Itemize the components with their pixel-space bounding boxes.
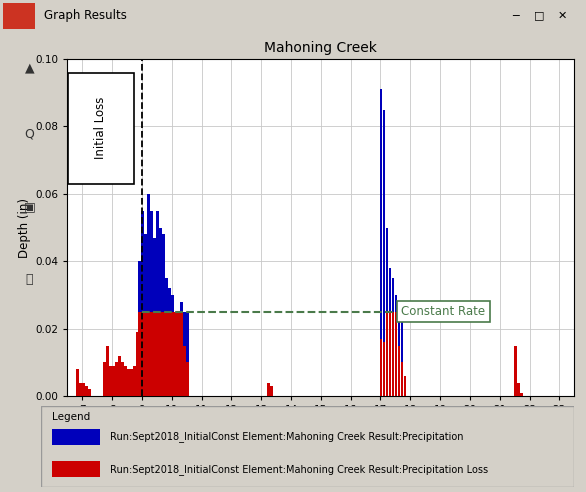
Bar	[383, 342, 386, 396]
Bar	[83, 383, 85, 396]
Text: Graph Results: Graph Results	[44, 9, 127, 22]
Bar	[127, 369, 130, 396]
Text: Run:Sept2018_InitialConst Element:Mahoning Creek Result:Precipitation Loss: Run:Sept2018_InitialConst Element:Mahoni…	[110, 464, 489, 475]
Bar	[389, 268, 391, 396]
Bar	[404, 376, 406, 396]
Bar	[391, 278, 394, 396]
Text: Legend: Legend	[52, 412, 90, 422]
Text: ▣: ▣	[23, 200, 35, 213]
Bar	[180, 302, 183, 396]
Bar	[391, 312, 394, 396]
Bar	[150, 211, 153, 396]
Bar	[156, 312, 159, 396]
Bar	[141, 211, 144, 396]
Text: Initial Loss: Initial Loss	[94, 97, 107, 159]
Bar	[80, 383, 82, 396]
Bar	[136, 332, 139, 396]
Bar	[380, 90, 383, 396]
Bar	[386, 312, 389, 396]
Bar	[86, 386, 88, 396]
Bar	[147, 312, 150, 396]
Bar	[270, 386, 273, 396]
Bar	[138, 261, 141, 396]
Title: Mahoning Creek: Mahoning Creek	[264, 41, 377, 55]
Bar	[165, 278, 168, 396]
Text: Constant Rate: Constant Rate	[401, 306, 485, 318]
Bar	[183, 345, 186, 396]
Bar	[383, 110, 386, 396]
Bar	[180, 312, 183, 396]
Text: ✕: ✕	[558, 10, 567, 20]
Bar	[141, 312, 144, 396]
FancyBboxPatch shape	[41, 406, 574, 487]
Y-axis label: Depth (in): Depth (in)	[18, 198, 31, 257]
Bar	[144, 312, 147, 396]
Bar	[77, 369, 79, 396]
Bar	[130, 369, 133, 396]
Bar	[52, 461, 100, 477]
Text: Run:Sept2018_InitialConst Element:Mahoning Creek Result:Precipitation: Run:Sept2018_InitialConst Element:Mahoni…	[110, 431, 464, 442]
Bar	[394, 295, 397, 396]
Bar	[186, 362, 189, 396]
Bar	[401, 362, 403, 396]
Bar	[394, 312, 397, 396]
Text: ▲: ▲	[25, 62, 35, 75]
Bar	[159, 312, 162, 396]
Bar	[401, 312, 403, 396]
Bar	[514, 345, 517, 396]
Bar	[171, 312, 173, 396]
Bar	[162, 234, 165, 396]
Bar	[106, 345, 109, 396]
Bar	[389, 312, 391, 396]
Bar	[520, 393, 523, 396]
Bar	[380, 339, 383, 396]
Bar	[159, 227, 162, 396]
Text: Q: Q	[25, 127, 35, 140]
Bar	[113, 366, 115, 396]
Bar	[103, 362, 106, 396]
Bar	[118, 356, 121, 396]
Bar	[174, 312, 176, 396]
Bar	[3, 2, 35, 30]
Bar	[186, 312, 189, 396]
Bar	[153, 312, 156, 396]
Bar	[267, 383, 270, 396]
Bar	[121, 362, 124, 396]
Bar	[398, 312, 400, 396]
Bar	[115, 362, 118, 396]
Bar	[144, 234, 147, 396]
Text: □: □	[534, 10, 544, 20]
Bar	[168, 288, 171, 396]
Bar	[168, 312, 171, 396]
Bar	[52, 429, 100, 445]
Bar	[177, 312, 180, 396]
Bar	[165, 312, 168, 396]
Bar	[162, 312, 165, 396]
Bar	[147, 194, 150, 396]
Bar	[109, 366, 112, 396]
Bar	[156, 211, 159, 396]
Bar	[517, 383, 520, 396]
Bar	[174, 312, 176, 396]
Bar	[386, 227, 389, 396]
Bar	[124, 366, 127, 396]
Text: ─: ─	[512, 10, 519, 20]
Bar	[88, 389, 91, 396]
Bar	[398, 345, 400, 396]
Bar	[133, 366, 136, 396]
Bar	[138, 312, 141, 396]
Bar	[171, 295, 173, 396]
Text: ⬛: ⬛	[26, 273, 33, 286]
Bar	[177, 312, 180, 396]
Bar	[68, 72, 134, 184]
X-axis label: Sep2018: Sep2018	[295, 419, 347, 432]
Bar	[150, 312, 153, 396]
Bar	[183, 312, 186, 396]
Bar	[153, 238, 156, 396]
